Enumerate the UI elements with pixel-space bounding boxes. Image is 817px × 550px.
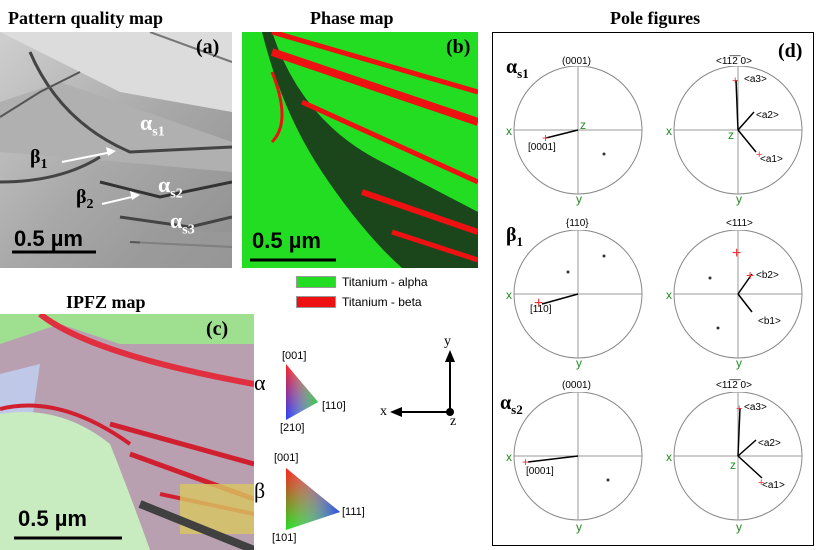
legend-label-beta: Titanium - beta bbox=[342, 295, 422, 309]
pf-row2-right-y: y bbox=[736, 356, 742, 370]
scale-bar-c-line bbox=[14, 536, 122, 540]
alpha-key-symbol: α bbox=[254, 370, 266, 395]
pf-row2-figures: + + + bbox=[513, 230, 803, 359]
pf-row1-right-z: z bbox=[728, 128, 734, 142]
sample-axes bbox=[390, 350, 455, 417]
beta-key-top: [001] bbox=[274, 452, 299, 464]
pf-row1-z: z bbox=[580, 118, 586, 132]
pf-row2-x: x bbox=[506, 288, 512, 302]
label-alpha-s3: αs3 bbox=[170, 208, 195, 238]
legend-swatch-beta bbox=[296, 296, 336, 308]
pf-row3-left-header: (0001) bbox=[562, 380, 591, 391]
pf-row1-x: x bbox=[506, 124, 512, 138]
beta-key-symbol: β bbox=[254, 478, 266, 503]
panel-letter-a: (a) bbox=[196, 36, 220, 58]
pole-figures-panel bbox=[492, 32, 814, 546]
scale-bar-b: 0.5 µm bbox=[252, 228, 321, 253]
legend-label-alpha: Titanium - alpha bbox=[342, 275, 428, 289]
beta-key-right: [111] bbox=[342, 506, 365, 518]
alpha-key-bottom: [210] bbox=[280, 422, 305, 434]
label-alpha-s1: αs1 bbox=[140, 110, 165, 140]
pf-row3-y: y bbox=[576, 520, 582, 534]
pf-row2-left-annot: [110] bbox=[530, 304, 552, 315]
pf-row1-y: y bbox=[576, 192, 582, 206]
label-beta1: β1 bbox=[30, 146, 48, 172]
svg-text:+: + bbox=[732, 245, 741, 262]
panel-letter-b: (b) bbox=[446, 36, 471, 58]
scale-bar-b-line bbox=[250, 258, 336, 262]
panel-a-arrows bbox=[12, 147, 140, 254]
pf-row3-x: x bbox=[506, 450, 512, 464]
ipfz-map-title: IPFZ map bbox=[66, 292, 146, 312]
pf-row1-annot-a2: <a2> bbox=[756, 110, 779, 121]
svg-text:+: + bbox=[542, 131, 549, 145]
legend-item-beta: Titanium - beta bbox=[296, 292, 428, 312]
svg-text:+: + bbox=[522, 455, 529, 469]
pf-row2-y: y bbox=[576, 356, 582, 370]
svg-text:+: + bbox=[756, 149, 762, 161]
label-alpha-s2: αs2 bbox=[158, 172, 183, 202]
ipfz-map bbox=[0, 314, 254, 550]
pattern-quality-image bbox=[0, 32, 232, 268]
label-beta2: β2 bbox=[76, 186, 94, 212]
pf-row3-left-annot: [0001] bbox=[526, 466, 554, 477]
pf-row2-right-header: <111> bbox=[726, 218, 753, 229]
pattern-quality-title: Pattern quality map bbox=[8, 8, 163, 28]
pf-row1-right-header: <11̅2̅ 0> bbox=[716, 56, 752, 67]
alpha-key-right: [110] bbox=[322, 400, 346, 412]
pf-row3-right-x: x bbox=[666, 450, 672, 464]
pf-row3-annot-a1: <a1> bbox=[762, 480, 785, 491]
pf-row1-figures: + + + bbox=[513, 66, 803, 195]
legend-item-alpha: Titanium - alpha bbox=[296, 272, 428, 292]
pf-row1-annot-a3: <a3> bbox=[744, 74, 767, 85]
svg-text:+: + bbox=[736, 403, 742, 415]
pf-row3-figures: + + + bbox=[513, 392, 803, 521]
phase-map-image bbox=[242, 32, 478, 268]
pattern-quality-map bbox=[0, 32, 232, 268]
phase-legend: Titanium - alpha Titanium - beta bbox=[296, 272, 428, 312]
panel-letter-c: (c) bbox=[206, 318, 229, 340]
phase-map-title: Phase map bbox=[310, 8, 394, 28]
pole-figures-title: Pole figures bbox=[610, 8, 701, 28]
axis-label-z: z bbox=[450, 414, 457, 429]
pf-row2-label: β1 bbox=[506, 224, 524, 249]
svg-text:+: + bbox=[746, 267, 754, 283]
pf-row3-right-header: <11̅2̅ 0> bbox=[716, 380, 752, 391]
pf-row1-annot-a1: <a1> bbox=[760, 154, 783, 165]
svg-text:+: + bbox=[534, 295, 543, 312]
pf-row3-right-z: z bbox=[730, 458, 736, 472]
panel-letter-d: (d) bbox=[778, 40, 803, 62]
alpha-color-key bbox=[286, 364, 318, 420]
pf-row2-left-header: {110} bbox=[566, 218, 589, 229]
axis-label-x: x bbox=[380, 404, 387, 419]
axis-label-y: y bbox=[444, 334, 451, 349]
pf-row1-label: αs1 bbox=[506, 56, 529, 81]
pf-row1-right-y: y bbox=[736, 192, 742, 206]
beta-key-bottom: [101] bbox=[272, 532, 297, 544]
pf-row1-left-header: (0001) bbox=[562, 56, 591, 67]
scale-bar-c: 0.5 µm bbox=[18, 506, 87, 531]
scale-bar-a: 0.5 µm bbox=[14, 226, 83, 251]
svg-text:+: + bbox=[758, 477, 764, 489]
pf-row1-right-x: x bbox=[666, 124, 672, 138]
alpha-key-top: [001] bbox=[282, 350, 307, 362]
pf-row3-annot-a3: <a3> bbox=[744, 402, 767, 413]
ipfz-map-image bbox=[0, 314, 254, 550]
pf-row2-annot-b2: <b2> bbox=[756, 270, 779, 281]
phase-map bbox=[242, 32, 478, 268]
legend-swatch-alpha bbox=[296, 276, 336, 288]
pf-row2-right-x: x bbox=[666, 288, 672, 302]
pf-row3-right-y: y bbox=[736, 520, 742, 534]
pf-row3-annot-a2: <a2> bbox=[758, 438, 781, 449]
svg-text:+: + bbox=[732, 75, 738, 87]
pf-row3-label: αs2 bbox=[500, 392, 523, 417]
beta-color-key bbox=[286, 468, 340, 530]
pf-row1-left-annot: [0001] bbox=[528, 142, 556, 153]
pf-row2-annot-b1: <b1> bbox=[758, 316, 781, 327]
